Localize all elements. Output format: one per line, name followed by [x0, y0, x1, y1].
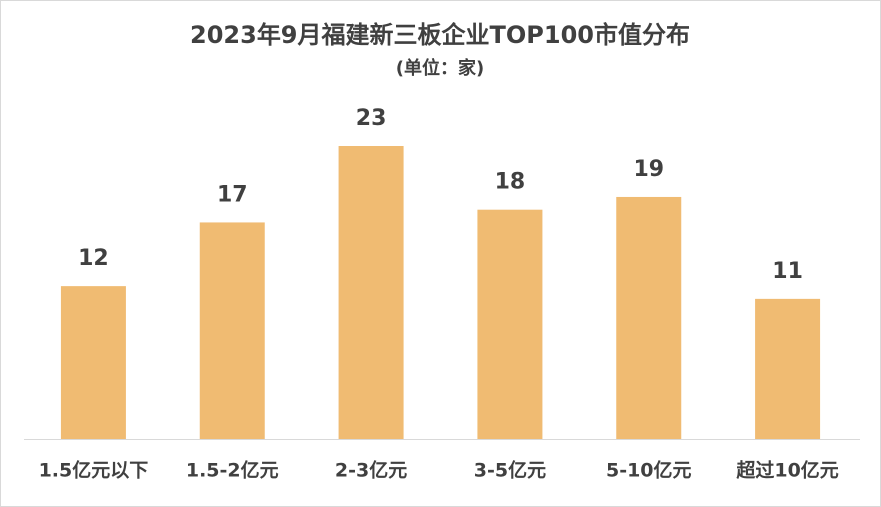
value-label: 11 [772, 259, 803, 284]
value-label: 19 [633, 157, 664, 182]
x-tick-label: 超过10亿元 [735, 459, 838, 482]
bar [199, 222, 265, 439]
x-tick-label: 5-10亿元 [606, 459, 692, 482]
x-tick-label: 1.5-2亿元 [186, 459, 279, 482]
chart-subtitle: (单位：家) [396, 57, 484, 79]
x-tick-label: 1.5亿元以下 [39, 459, 149, 482]
chart-title: 2023年9月福建新三板企业TOP100市值分布 [190, 21, 690, 49]
value-label: 18 [495, 170, 526, 195]
x-tick-label: 3-5亿元 [474, 459, 546, 482]
value-label: 12 [78, 246, 109, 271]
bar [60, 286, 126, 439]
bar [477, 209, 543, 439]
bar [338, 146, 404, 439]
bar [755, 298, 821, 439]
x-tick-label: 2-3亿元 [335, 459, 407, 482]
bar [616, 196, 682, 439]
value-label: 17 [217, 182, 248, 207]
value-label: 23 [356, 106, 387, 131]
